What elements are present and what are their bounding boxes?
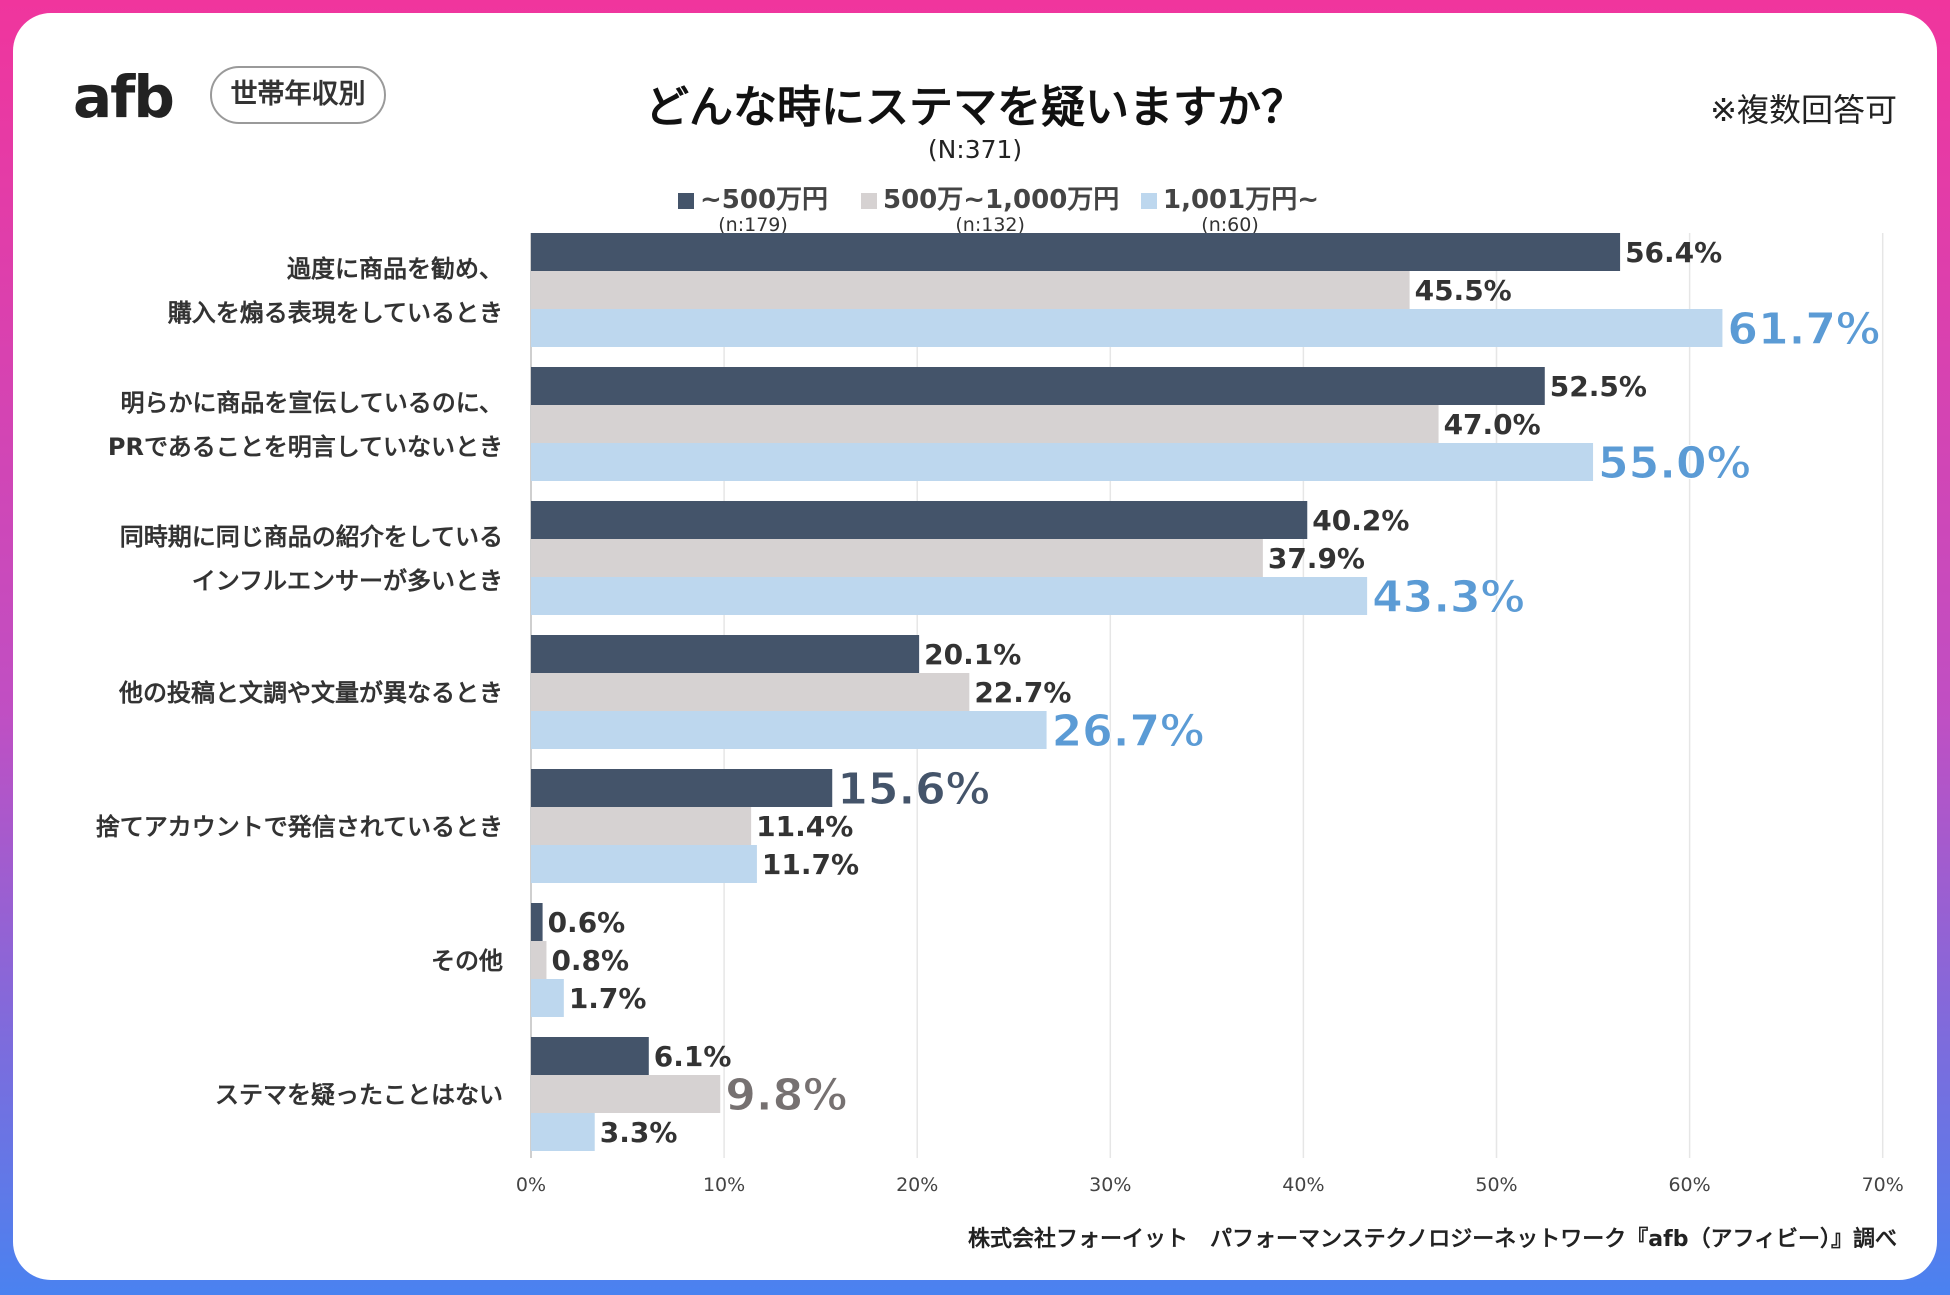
- data-label-5-series-3: 11.7%: [762, 848, 859, 881]
- category-label-4-line-1: 他の投稿と文調や文量が異なるとき: [118, 679, 503, 707]
- x-tick-label-60: 60%: [1668, 1174, 1710, 1196]
- data-label-6-series-2: 0.8%: [551, 944, 629, 977]
- data-label-4-series-3: 26.7%: [1052, 706, 1205, 757]
- data-label-7-series-2: 9.8%: [725, 1070, 847, 1121]
- data-label-7-series-1: 6.1%: [654, 1040, 732, 1073]
- data-label-5-series-2: 11.4%: [756, 810, 853, 843]
- bar-6-series-2: [531, 941, 547, 979]
- bar-4-series-2: [531, 673, 970, 711]
- category-label-5-line-1: 捨てアカウントで発信されているとき: [96, 813, 503, 841]
- data-label-6-series-1: 0.6%: [548, 906, 626, 939]
- bar-4-series-3: [531, 711, 1047, 749]
- legend-swatch-1: [678, 192, 694, 209]
- bar-7-series-3: [531, 1113, 595, 1151]
- source-footer: 株式会社フォーイット パフォーマンステクノロジーネットワーク『afb（アフィビー…: [968, 1227, 1897, 1252]
- data-label-2-series-1: 52.5%: [1550, 370, 1647, 403]
- bar-2-series-2: [531, 405, 1439, 443]
- multiple-answer-note: ※複数回答可: [1710, 91, 1897, 129]
- data-label-7-series-3: 3.3%: [600, 1116, 678, 1149]
- x-tick-label-50: 50%: [1475, 1174, 1517, 1196]
- bar-3-series-3: [531, 577, 1368, 615]
- data-label-1-series-3: 61.7%: [1727, 304, 1880, 355]
- bar-2-series-1: [531, 367, 1545, 405]
- category-label-3-line-2: インフルエンサーが多いとき: [192, 567, 503, 595]
- data-label-4-series-2: 22.7%: [974, 676, 1071, 709]
- category-label-1-line-1: 過度に商品を勧め、: [287, 255, 503, 283]
- legend-count-3: (n:60): [1201, 214, 1259, 236]
- data-label-3-series-3: 43.3%: [1372, 572, 1525, 623]
- bar-chart: 0% 10% 20% 30% 40% 50% 60% 70% 過度に商品を勧め、購入を煽る表現を…: [96, 233, 1904, 1196]
- chart-subtitle: (N:371): [927, 135, 1023, 164]
- legend-label-1: ~500万円: [700, 185, 829, 215]
- bar-3-series-2: [531, 539, 1263, 577]
- legend-label-2: 500万~1,000万円: [883, 185, 1120, 215]
- data-label-2-series-3: 55.0%: [1598, 438, 1751, 489]
- legend-count-2: (n:132): [955, 214, 1025, 236]
- data-label-1-series-2: 45.5%: [1415, 274, 1512, 307]
- chart-title: どんな時にステマを疑いますか？: [645, 82, 1305, 133]
- bar-6-series-1: [531, 903, 543, 941]
- bar-3-series-1: [531, 501, 1308, 539]
- bar-5-series-3: [531, 845, 757, 883]
- data-label-6-series-3: 1.7%: [569, 982, 647, 1015]
- legend-item-2: 500万~1,000万円 (n:132): [861, 179, 1119, 236]
- x-tick-label-40: 40%: [1282, 1174, 1324, 1196]
- legend-count-1: (n:179): [718, 214, 788, 236]
- category-label-7-line-1: ステマを疑ったことはない: [215, 1081, 503, 1109]
- category-label-6-line-1: その他: [431, 947, 503, 975]
- bar-1-series-2: [531, 271, 1410, 309]
- x-tick-label-10: 10%: [703, 1174, 745, 1196]
- x-tick-label-30: 30%: [1089, 1174, 1131, 1196]
- bar-5-series-1: [531, 769, 833, 807]
- category-label-2-line-1: 明らかに商品を宣伝しているのに、: [120, 389, 503, 417]
- data-label-5-series-1: 15.6%: [837, 764, 990, 815]
- legend-item-3: 1,001万円~ (n:60): [1141, 179, 1319, 236]
- bar-2-series-3: [531, 443, 1594, 481]
- x-tick-label-0: 0%: [516, 1174, 546, 1196]
- data-label-4-series-1: 20.1%: [924, 638, 1021, 671]
- data-label-2-series-2: 47.0%: [1444, 408, 1541, 441]
- bar-4-series-1: [531, 635, 920, 673]
- category-label-2-line-2: PRであることを明言していないとき: [108, 433, 503, 461]
- bar-7-series-2: [531, 1075, 721, 1113]
- legend-item-1: ~500万円 (n:179): [678, 179, 828, 236]
- category-label-3-line-1: 同時期に同じ商品の紹介をしている: [120, 523, 503, 551]
- bar-6-series-3: [531, 979, 564, 1017]
- legend-swatch-3: [1141, 192, 1157, 209]
- data-label-3-series-2: 37.9%: [1268, 542, 1365, 575]
- x-tick-label-20: 20%: [896, 1174, 938, 1196]
- afb-logo: afb: [73, 63, 175, 131]
- chart-card: afb 世帯年収別 どんな時にステマを疑いますか？ (N:371) ※複数回答可…: [13, 13, 1937, 1280]
- data-label-3-series-1: 40.2%: [1312, 504, 1409, 537]
- data-label-1-series-1: 56.4%: [1625, 236, 1722, 269]
- segment-pill: 世帯年収別: [210, 66, 386, 124]
- legend-swatch-2: [861, 192, 877, 209]
- x-tick-label-70: 70%: [1862, 1174, 1904, 1196]
- category-label-1-line-2: 購入を煽る表現をしているとき: [168, 299, 503, 327]
- bar-7-series-1: [531, 1037, 649, 1075]
- bar-5-series-2: [531, 807, 752, 845]
- legend-label-3: 1,001万円~: [1163, 185, 1320, 215]
- bar-1-series-3: [531, 309, 1723, 347]
- bar-1-series-1: [531, 233, 1621, 271]
